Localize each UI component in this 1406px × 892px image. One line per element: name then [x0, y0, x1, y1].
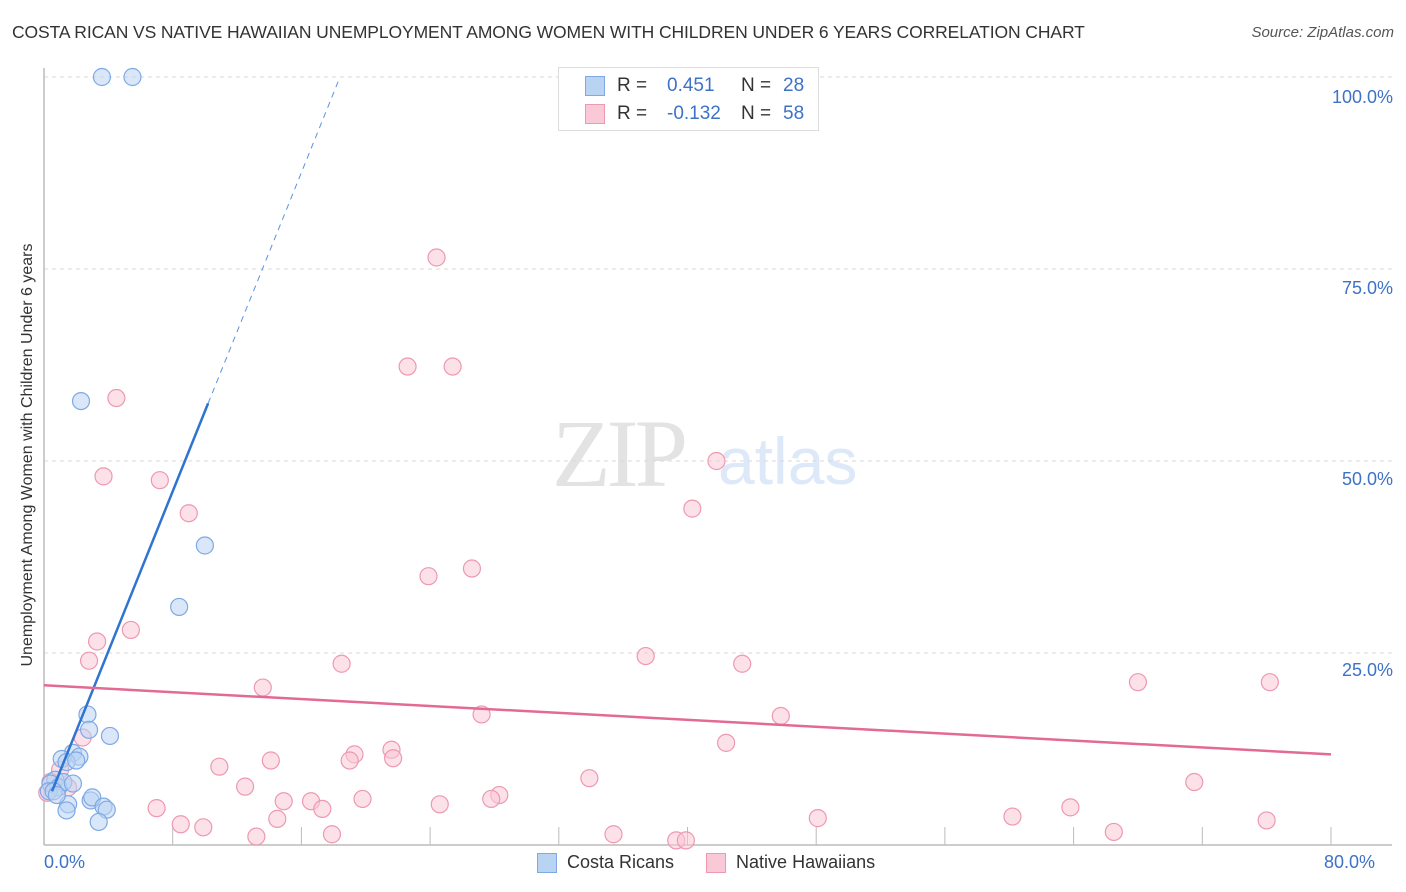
- data-point: [482, 789, 501, 809]
- data-point: [443, 357, 462, 376]
- axes: [43, 68, 1392, 846]
- n-label: N =: [741, 75, 772, 96]
- data-point: [733, 654, 752, 673]
- r-value: -0.132: [667, 103, 721, 124]
- costa-ricans-swatch: [585, 76, 605, 96]
- data-point: [79, 720, 99, 739]
- data-point: [71, 391, 91, 411]
- data-point: [353, 789, 372, 809]
- data-point: [340, 751, 359, 770]
- legend-item-native-hawaiians[interactable]: Native Hawaiians: [706, 852, 875, 873]
- series-native-hawaiians: [38, 248, 1279, 850]
- data-point: [171, 815, 190, 834]
- data-point: [121, 620, 140, 640]
- data-point: [170, 597, 189, 617]
- data-point: [147, 799, 166, 818]
- data-point: [210, 757, 229, 776]
- data-point: [194, 818, 213, 837]
- series-legend: Costa Ricans Native Hawaiians: [537, 852, 907, 873]
- n-value: 28: [783, 75, 805, 96]
- data-point: [322, 825, 342, 844]
- data-point: [676, 831, 695, 850]
- data-point: [1104, 822, 1123, 842]
- data-point: [383, 749, 403, 768]
- data-point: [261, 751, 280, 770]
- data-point: [604, 825, 623, 844]
- data-point: [1257, 811, 1276, 830]
- legend-label: Native Hawaiians: [736, 852, 876, 872]
- data-point: [717, 733, 736, 752]
- data-point: [47, 785, 66, 805]
- data-point: [398, 357, 417, 376]
- r-label: R =: [617, 75, 648, 96]
- data-point: [419, 567, 438, 586]
- y-tick-50: 50.0%: [1341, 469, 1393, 489]
- chart-title: COSTA RICAN VS NATIVE HAWAIIAN UNEMPLOYM…: [12, 22, 1085, 42]
- watermark-zip: ZIP: [552, 400, 688, 507]
- data-point: [123, 67, 142, 87]
- data-point: [94, 467, 113, 486]
- legend-label: Costa Ricans: [567, 852, 675, 872]
- data-point: [235, 777, 255, 796]
- y-tick-25: 25.0%: [1341, 660, 1393, 680]
- native-hawaiians-swatch: [706, 852, 727, 873]
- data-point: [636, 646, 655, 666]
- data-point: [1185, 772, 1204, 792]
- series-costa-ricans: [39, 67, 214, 832]
- data-point: [707, 451, 726, 471]
- data-point: [87, 632, 107, 651]
- data-point: [107, 388, 126, 408]
- data-point: [808, 809, 827, 828]
- data-point: [274, 792, 293, 811]
- data-point: [195, 536, 214, 555]
- data-point: [100, 726, 120, 746]
- data-point: [771, 706, 790, 726]
- data-point: [57, 801, 76, 820]
- data-point: [67, 751, 86, 770]
- data-point: [427, 248, 446, 267]
- data-point: [313, 799, 332, 819]
- data-point: [79, 651, 99, 670]
- data-point: [580, 769, 599, 788]
- data-point: [268, 809, 287, 828]
- data-point: [1128, 673, 1148, 692]
- y-tick-100: 100.0%: [1331, 87, 1393, 107]
- x-tick-min: 0.0%: [44, 852, 86, 872]
- y-tick-75: 75.0%: [1341, 278, 1393, 298]
- data-point: [1061, 798, 1080, 817]
- r-value: 0.451: [667, 75, 715, 96]
- data-point: [683, 499, 702, 518]
- n-label: N =: [741, 103, 772, 124]
- native-hawaiians-swatch: [585, 104, 605, 124]
- data-point: [63, 774, 83, 793]
- legend-row-native-hawaiians: R = -0.132 N = 58: [585, 102, 804, 126]
- data-point: [1003, 807, 1022, 826]
- trend-lines: [43, 76, 1332, 792]
- legend-row-costa-ricans: R = 0.451 N = 28: [585, 74, 804, 98]
- data-point: [89, 812, 108, 832]
- data-point: [332, 654, 351, 673]
- source-label: Source: ZipAtlas.com: [1251, 24, 1394, 41]
- data-point: [430, 795, 449, 814]
- data-point: [1260, 673, 1279, 692]
- correlation-legend: R = 0.451 N = 28 R = -0.132 N = 58: [558, 67, 819, 131]
- legend-item-costa-ricans[interactable]: Costa Ricans: [537, 852, 674, 873]
- r-label: R =: [617, 103, 648, 124]
- data-point: [150, 471, 169, 490]
- data-point: [92, 67, 112, 87]
- x-tick-max: 80.0%: [1324, 852, 1376, 872]
- data-point: [253, 678, 272, 697]
- gridlines: [44, 76, 1392, 654]
- n-value: 58: [783, 103, 805, 124]
- data-point: [179, 504, 198, 523]
- data-point: [247, 827, 266, 846]
- data-point: [462, 559, 482, 578]
- costa-ricans-swatch: [537, 852, 557, 873]
